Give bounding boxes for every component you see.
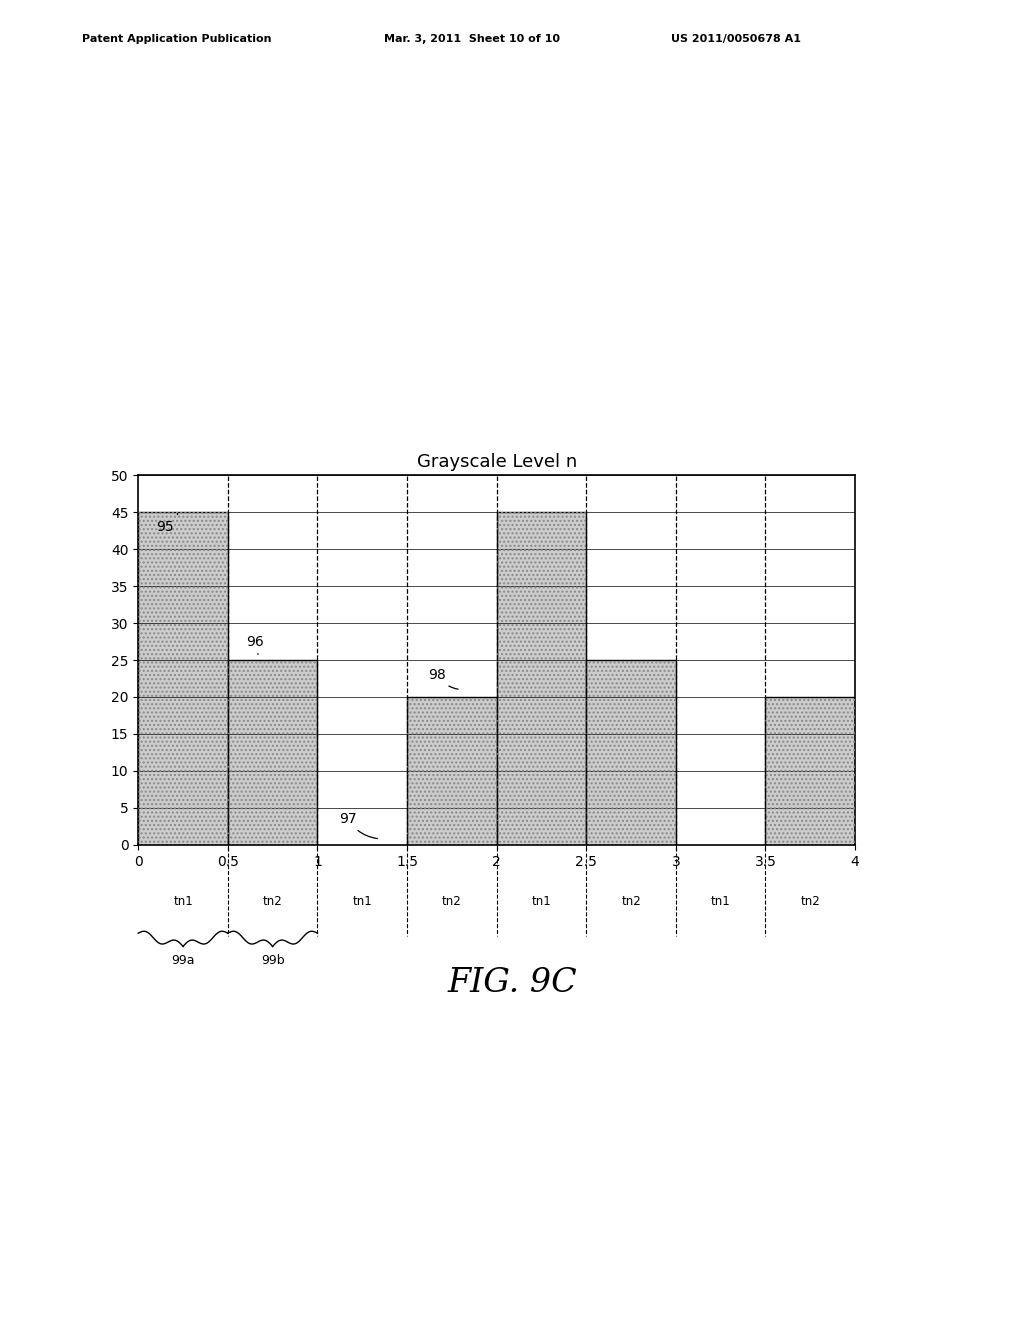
Bar	[586, 660, 676, 845]
Bar	[497, 512, 586, 845]
Text: tn1: tn1	[173, 895, 193, 908]
Text: tn2: tn2	[263, 895, 283, 908]
Text: US 2011/0050678 A1: US 2011/0050678 A1	[671, 34, 801, 45]
Text: tn2: tn2	[622, 895, 641, 908]
Text: tn2: tn2	[801, 895, 820, 908]
Title: Grayscale Level n: Grayscale Level n	[417, 453, 577, 471]
Text: 96: 96	[246, 635, 263, 655]
Bar	[407, 697, 497, 845]
Text: tn2: tn2	[442, 895, 462, 908]
Text: Patent Application Publication: Patent Application Publication	[82, 34, 271, 45]
Bar	[497, 512, 586, 845]
Text: tn1: tn1	[531, 895, 551, 908]
Bar	[586, 660, 676, 845]
Bar	[227, 660, 317, 845]
Bar	[765, 697, 855, 845]
Bar	[765, 697, 855, 845]
Text: 95: 95	[156, 513, 178, 535]
Bar	[227, 660, 317, 845]
Text: tn1: tn1	[711, 895, 730, 908]
Bar	[138, 512, 227, 845]
Text: 98: 98	[428, 668, 458, 689]
Text: tn1: tn1	[352, 895, 372, 908]
Bar	[138, 512, 227, 845]
Text: FIG. 9C: FIG. 9C	[447, 968, 577, 999]
Text: Mar. 3, 2011  Sheet 10 of 10: Mar. 3, 2011 Sheet 10 of 10	[384, 34, 560, 45]
Text: 99b: 99b	[261, 954, 285, 968]
Text: 99a: 99a	[171, 954, 195, 968]
Text: 97: 97	[339, 812, 378, 838]
Bar	[407, 697, 497, 845]
